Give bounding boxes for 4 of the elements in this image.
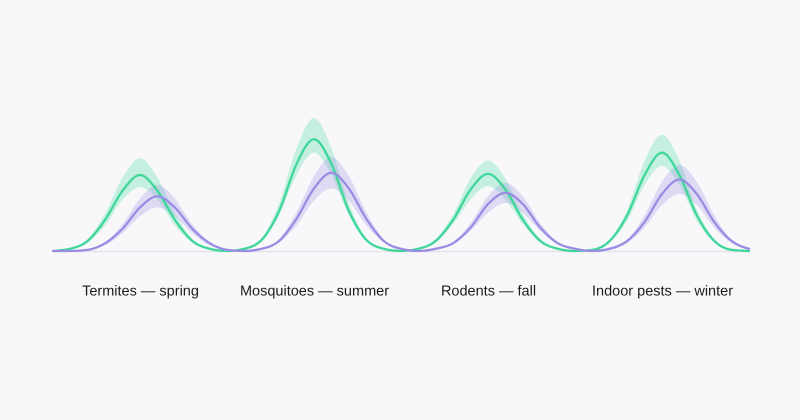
x-tick-label: Termites — spring (82, 284, 199, 300)
x-tick-label: Indoor pests — winter (592, 284, 734, 300)
x-tick-label: Mosquitoes — summer (240, 284, 390, 300)
x-tick-label: Rodents — fall (440, 284, 536, 300)
